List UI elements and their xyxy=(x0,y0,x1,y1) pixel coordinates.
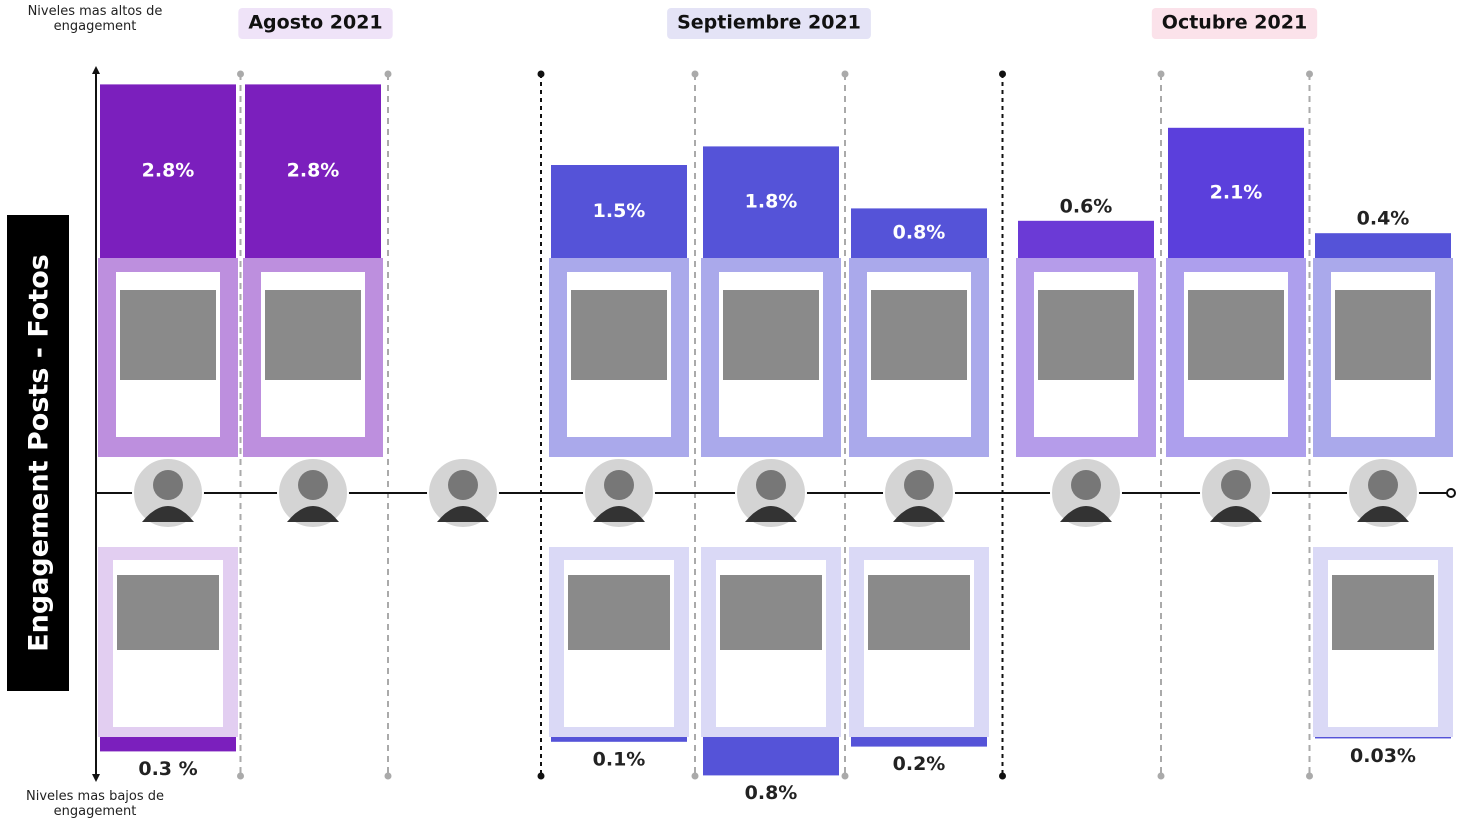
bar xyxy=(851,737,987,747)
avatar-face xyxy=(756,470,786,500)
avatar-face xyxy=(1368,470,1398,500)
separator-dot xyxy=(237,71,244,78)
bottom-label-wrap: Niveles mas bajos de engagement xyxy=(20,789,170,821)
y-top-label: Niveles mas altos de engagement xyxy=(20,4,170,34)
top-label-wrap: Niveles mas altos de engagement xyxy=(20,4,170,40)
value-label: 0.8% xyxy=(893,222,946,244)
post-photo xyxy=(1038,290,1134,380)
separator-dot xyxy=(999,773,1006,780)
separator-dot xyxy=(1306,773,1313,780)
bar xyxy=(1018,221,1154,258)
avatar-face xyxy=(604,470,634,500)
month-label: Septiembre 2021 xyxy=(677,12,861,34)
separator-dot xyxy=(1158,773,1165,780)
avatar-face xyxy=(1221,470,1251,500)
value-label: 2.8% xyxy=(287,160,340,182)
post-photo xyxy=(1332,575,1434,650)
separator-dot xyxy=(385,773,392,780)
post-photo xyxy=(868,575,970,650)
arrow-down xyxy=(92,774,100,782)
post-photo xyxy=(571,290,667,380)
month-label: Octubre 2021 xyxy=(1162,12,1307,34)
separator-dot xyxy=(999,71,1006,78)
value-label: 2.1% xyxy=(1210,181,1263,203)
separator-dot xyxy=(237,773,244,780)
post-photo xyxy=(1335,290,1431,380)
separator-dot xyxy=(538,71,545,78)
separator-dot xyxy=(692,71,699,78)
separator-dot xyxy=(385,71,392,78)
separator-dot xyxy=(842,71,849,78)
value-label: 2.8% xyxy=(142,160,195,182)
value-label: 0.4% xyxy=(1357,208,1410,230)
post-photo xyxy=(1188,290,1284,380)
value-label: 0.8% xyxy=(745,782,798,804)
arrow-up xyxy=(92,66,100,74)
avatar-face xyxy=(1071,470,1101,500)
value-label: 0.6% xyxy=(1060,195,1113,217)
page: Engagement Posts - Fotos Niveles mas alt… xyxy=(0,0,1463,825)
separator-dot xyxy=(1158,71,1165,78)
avatar-face xyxy=(904,470,934,500)
separator-dot xyxy=(538,773,545,780)
y-bottom-label: Niveles mas bajos de engagement xyxy=(20,789,170,819)
post-photo xyxy=(723,290,819,380)
chart-title: Engagement Posts - Fotos xyxy=(24,254,55,652)
bar xyxy=(703,737,839,775)
post-photo xyxy=(568,575,670,650)
post-photo xyxy=(720,575,822,650)
value-label: 1.8% xyxy=(745,191,798,213)
separator-dot xyxy=(842,773,849,780)
bar xyxy=(1315,233,1451,258)
separator-dot xyxy=(692,773,699,780)
separator-dot xyxy=(1306,71,1313,78)
post-photo xyxy=(120,290,216,380)
chart: Engagement Posts - Fotos Niveles mas alt… xyxy=(0,0,1463,821)
bar xyxy=(551,737,687,742)
timeline-end xyxy=(1447,489,1455,497)
post-photo xyxy=(871,290,967,380)
value-label: 1.5% xyxy=(593,200,646,222)
avatar-face xyxy=(153,470,183,500)
post-photo xyxy=(265,290,361,380)
avatar-face xyxy=(298,470,328,500)
bar xyxy=(100,737,236,751)
bar xyxy=(1315,737,1451,738)
post-photo xyxy=(117,575,219,650)
month-label: Agosto 2021 xyxy=(248,12,382,34)
value-label: 0.3 % xyxy=(138,758,197,780)
value-label: 0.1% xyxy=(593,748,646,770)
avatar-face xyxy=(448,470,478,500)
value-label: 0.2% xyxy=(893,753,946,775)
value-label: 0.03% xyxy=(1350,745,1416,767)
